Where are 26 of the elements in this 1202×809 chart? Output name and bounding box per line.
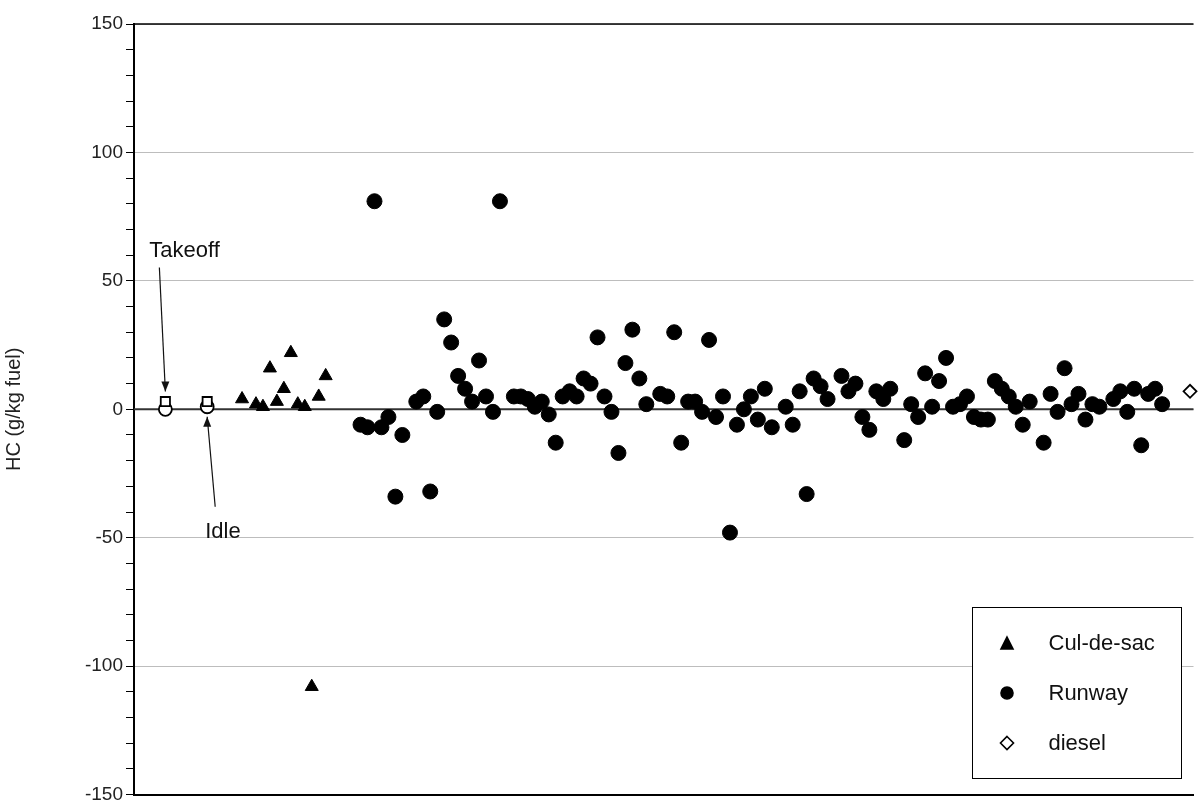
- point: [255, 398, 270, 411]
- annotation: Takeoff: [149, 236, 221, 262]
- legend-label: Runway: [1048, 679, 1128, 706]
- y-tick-label: -50: [95, 525, 123, 547]
- y-tick-label: 100: [91, 140, 123, 162]
- point: [159, 396, 171, 408]
- point: [201, 396, 213, 408]
- point: [262, 360, 277, 373]
- y-tick-label: 50: [101, 269, 123, 291]
- y-axis-title: HC (g/kg fuel): [1, 347, 24, 471]
- legend-label: diesel: [1048, 729, 1106, 756]
- annotation: Idle: [205, 517, 241, 543]
- point: [311, 388, 326, 401]
- y-tick-label: -100: [84, 654, 123, 676]
- y-tick-label: -150: [84, 782, 123, 804]
- point: [1182, 383, 1198, 399]
- point: [304, 678, 319, 691]
- point: [276, 380, 291, 393]
- point: [283, 344, 298, 358]
- point: [318, 367, 333, 381]
- point: [235, 391, 250, 404]
- point: [297, 398, 312, 411]
- y-tick-label: 150: [91, 12, 123, 34]
- point: [269, 393, 284, 406]
- legend-label: Cul-de-sac: [1048, 629, 1155, 656]
- y-tick-label: 0: [112, 397, 123, 419]
